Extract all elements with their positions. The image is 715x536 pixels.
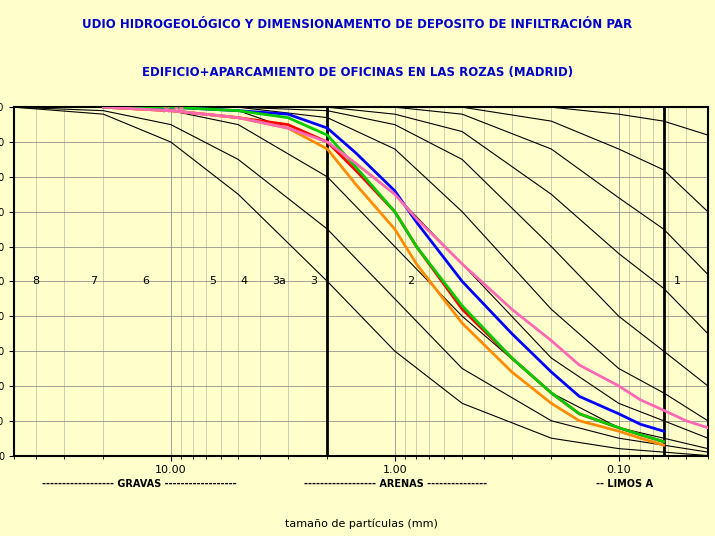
Text: ------------------ GRAVAS ------------------: ------------------ GRAVAS --------------… — [41, 479, 237, 489]
Text: 1: 1 — [674, 277, 681, 286]
Text: EDIFICIO+APARCAMIENTO DE OFICINAS EN LAS ROZAS (MADRID): EDIFICIO+APARCAMIENTO DE OFICINAS EN LAS… — [142, 66, 573, 79]
Text: 5: 5 — [209, 277, 216, 286]
Text: ------------------ ARENAS ---------------: ------------------ ARENAS --------------… — [304, 479, 488, 489]
Text: UDIO HIDROGEOLÓGICO Y DIMENSIONAMENTO DE DEPOSITO DE INFILTRACIÓN PAR: UDIO HIDROGEOLÓGICO Y DIMENSIONAMENTO DE… — [82, 18, 633, 31]
Text: 3a: 3a — [272, 277, 285, 286]
Text: tamaño de partículas (mm): tamaño de partículas (mm) — [285, 519, 438, 529]
Text: -- LIMOS A: -- LIMOS A — [596, 479, 653, 489]
Text: 2: 2 — [407, 277, 414, 286]
Text: 7: 7 — [91, 277, 98, 286]
Text: 6: 6 — [142, 277, 149, 286]
Text: 3: 3 — [310, 277, 317, 286]
Text: 4: 4 — [241, 277, 248, 286]
Text: 8: 8 — [32, 277, 39, 286]
